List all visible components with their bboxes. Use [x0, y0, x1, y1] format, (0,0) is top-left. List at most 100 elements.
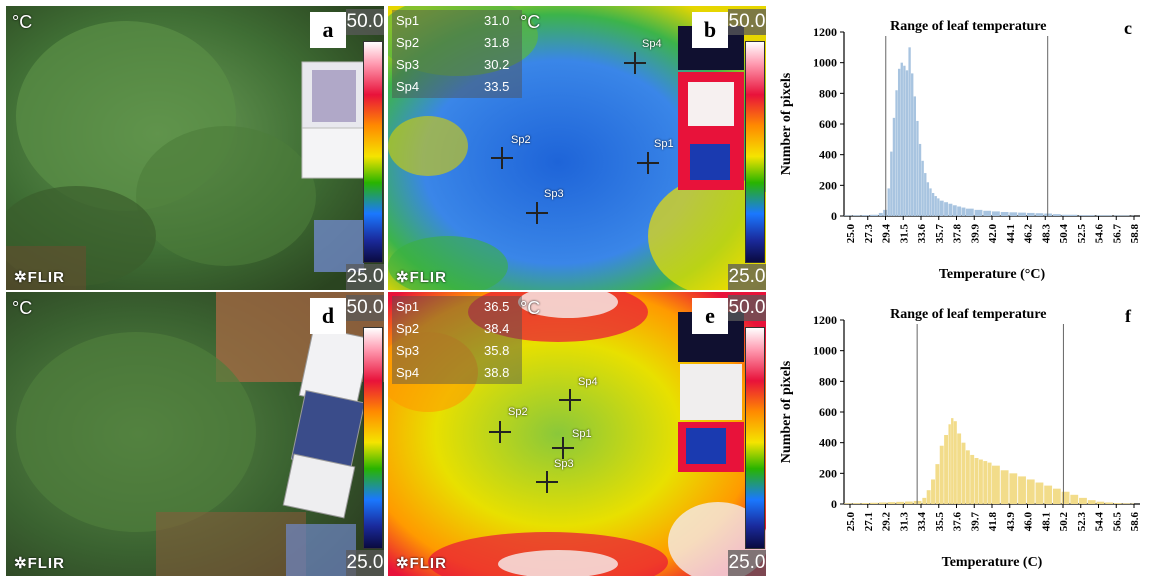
y-tick-label: 400: [819, 436, 837, 450]
histogram-bar: [957, 433, 962, 504]
histogram-bar: [918, 143, 922, 216]
x-tick-label: 29.4: [881, 224, 893, 244]
histogram-bar: [939, 200, 944, 216]
histogram-bar: [904, 501, 913, 504]
y-tick-label: 400: [819, 148, 837, 162]
x-tick-label: 52.3: [1076, 512, 1088, 532]
spot-value: 36.5: [484, 299, 510, 314]
spot-row: Sp4 33.5: [392, 76, 522, 98]
histogram-bar: [1026, 479, 1035, 504]
histogram-bar: [974, 209, 983, 216]
histogram-bar: [957, 206, 962, 216]
spot-marker-label: Sp1: [572, 428, 592, 440]
histogram-bar: [924, 173, 927, 216]
histogram-bar: [892, 117, 896, 216]
spot-marker-sp2: [491, 147, 513, 169]
scale-min-label: 25.0: [728, 550, 766, 576]
histogram-bar: [1052, 214, 1061, 216]
panel-letter: d: [310, 298, 346, 334]
histogram-bar: [1105, 502, 1114, 504]
spot-row: Sp1 31.0: [392, 10, 522, 32]
spot-value: 38.4: [484, 321, 510, 336]
spot-row: Sp3 35.8: [392, 340, 522, 362]
histogram-bar: [861, 503, 870, 504]
y-tick-label: 1000: [813, 56, 837, 70]
y-tick-label: 0: [831, 497, 837, 511]
histogram-bar: [1061, 491, 1070, 504]
spot-value: 31.8: [484, 35, 510, 50]
histogram-bar: [895, 90, 898, 216]
x-tick-label: 48.3: [1040, 224, 1052, 244]
histogram-bar: [1079, 215, 1095, 216]
x-tick-label: 58.6: [1129, 512, 1141, 532]
histogram-bar: [931, 479, 935, 504]
x-tick-label: 56.7: [1111, 224, 1123, 244]
spot-marker-sp4: [624, 52, 646, 74]
y-axis-label: Number of pixels: [779, 72, 794, 175]
histogram-bar: [948, 424, 951, 504]
scale-max-label: 50.0: [728, 9, 766, 35]
panel-letter: c: [1124, 18, 1132, 38]
thermal-background: [388, 6, 766, 290]
y-tick-label: 800: [819, 374, 837, 388]
spot-name: Sp4: [396, 79, 420, 94]
photo-background: [6, 6, 384, 290]
panel-letter: f: [1125, 306, 1132, 326]
spot-name: Sp4: [396, 365, 420, 380]
histogram-bar: [861, 215, 870, 216]
histogram-bar: [992, 465, 1000, 504]
x-tick-label: 48.1: [1040, 512, 1052, 531]
histogram-bar: [870, 214, 878, 216]
histogram-bar: [987, 462, 992, 504]
spot-name: Sp2: [396, 35, 420, 50]
histogram-bar: [870, 502, 878, 504]
spot-row: Sp1 36.5: [392, 296, 522, 318]
spot-name: Sp3: [396, 343, 420, 358]
histogram-bar: [1052, 488, 1061, 504]
chart-title: Range of leaf temperature: [890, 19, 1046, 34]
histogram-bar: [1070, 494, 1079, 504]
temperature-colorbar: [363, 327, 383, 549]
thermal-image-top: Sp1 31.0 Sp2 31.8 Sp3 30.2 Sp4 33.5 °C b 50.…: [388, 6, 766, 290]
x-tick-label: 39.7: [969, 512, 981, 532]
x-tick-label: 41.8: [987, 512, 999, 532]
y-tick-label: 600: [819, 117, 837, 131]
histogram-bar: [1035, 213, 1044, 216]
brand-text: FLIR: [27, 269, 65, 286]
x-axis-label: Temperature (C): [942, 555, 1043, 570]
y-tick-label: 800: [819, 86, 837, 100]
histogram-svg: 0 200 400 600 800 1000 1200 25.0 27.3 29.4 31.5 33.…: [779, 18, 1141, 282]
histogram-bar: [890, 151, 893, 216]
spot-readout-table: Sp1 31.0 Sp2 31.8 Sp3 30.2 Sp4 33.5: [392, 10, 522, 98]
x-tick-label: 35.5: [934, 512, 946, 532]
x-tick-label: 54.4: [1094, 512, 1106, 532]
x-tick-label: 56.5: [1111, 512, 1123, 532]
y-tick-label: 1000: [813, 344, 837, 358]
histogram-bar: [883, 209, 888, 216]
spot-value: 38.8: [484, 365, 510, 380]
x-tick-label: 42.0: [987, 224, 999, 244]
histogram-bar: [1035, 482, 1044, 504]
temperature-colorbar: [745, 327, 765, 549]
spot-name: Sp2: [396, 321, 420, 336]
spot-row: Sp3 30.2: [392, 54, 522, 76]
histogram-chart-c: 0 200 400 600 800 1000 1200 25.0 27.3 29.4 31.5 33.…: [772, 6, 1146, 288]
scale-min-label: 25.0: [346, 550, 384, 576]
histogram-bar: [878, 502, 887, 504]
histogram-bar: [953, 421, 957, 504]
y-tick-label: 200: [819, 178, 837, 192]
histogram-bar: [911, 73, 914, 217]
unit-label: °C: [520, 298, 541, 318]
y-tick-label: 0: [831, 209, 837, 223]
spot-marker-sp2: [489, 421, 511, 443]
spot-row: Sp2 38.4: [392, 318, 522, 340]
brand-text: FLIR: [409, 555, 447, 572]
visible-photo-bottom: °C d 50.0 25.0 ✲FLIR: [6, 292, 384, 576]
histogram-bar: [1000, 470, 1009, 504]
y-tick-label: 1200: [813, 25, 837, 39]
brand-text: FLIR: [409, 269, 447, 286]
histogram-bar: [1079, 497, 1087, 504]
spot-marker-sp1: [552, 437, 574, 459]
histogram-chart-f: 0 200 400 600 800 1000 1200 25.0 27.1 29.2 31.3 33.…: [772, 294, 1146, 576]
histogram-bar: [935, 464, 940, 504]
